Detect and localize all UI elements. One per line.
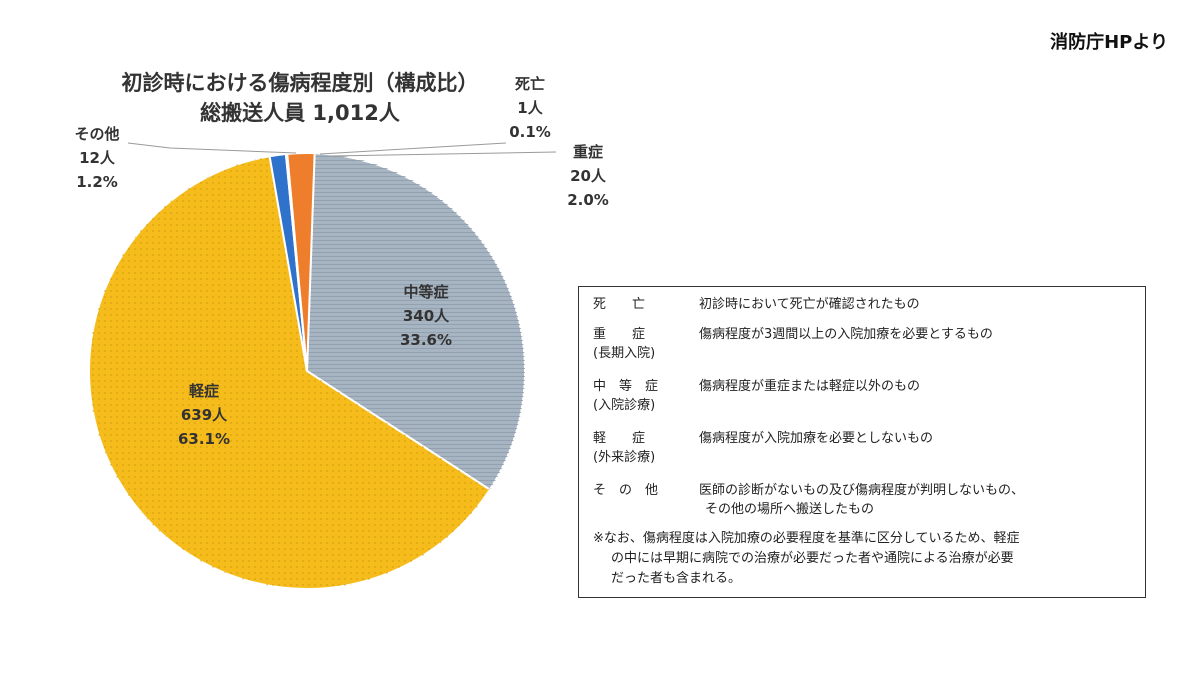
definition-term: 中 等 症 bbox=[593, 379, 659, 394]
definition-subterm: (入院診療) bbox=[593, 398, 656, 413]
slice-label-chutosho: 中等症 340人 33.6% bbox=[386, 280, 466, 352]
definition-text: 医師の診断がないもの及び傷病程度が判明しないもの、 その他の場所へ搬送したもの bbox=[699, 479, 1024, 517]
definition-subterm: (外来診療) bbox=[593, 450, 656, 465]
definition-text: 初診時において死亡が確認されたもの bbox=[699, 297, 920, 312]
leader-line-jusho bbox=[329, 151, 557, 157]
definition-term: そ の 他 bbox=[593, 483, 659, 498]
slice-count: 12人 bbox=[79, 149, 115, 167]
definition-text-line1: 医師の診断がないもの及び傷病程度が判明しないもの、 bbox=[699, 483, 1025, 498]
chart-title: 初診時における傷病程度別（構成比） 総搬送人員 1,012人 bbox=[100, 68, 500, 128]
slice-name: 死亡 bbox=[514, 75, 545, 93]
note-line2: の中には早期に病院での治療が必要だった者や通院による治療が必要 bbox=[611, 551, 1014, 566]
slice-name: 重症 bbox=[572, 143, 603, 161]
definition-text: 傷病程度が重症または軽症以外のもの bbox=[699, 379, 921, 394]
slice-name: 中等症 bbox=[403, 283, 449, 301]
slice-count: 1人 bbox=[517, 99, 543, 117]
slice-percent: 1.2% bbox=[76, 173, 118, 191]
pie-slices bbox=[88, 152, 526, 590]
slice-name: 軽症 bbox=[188, 382, 219, 400]
definition-row-shibo: 死 亡 初診時において死亡が確認されたもの bbox=[593, 293, 1135, 323]
definition-row-sonota: そ の 他 医師の診断がないもの及び傷病程度が判明しないもの、 その他の場所へ搬… bbox=[593, 479, 1135, 525]
slice-label-jusho: 重症 20人 2.0% bbox=[558, 140, 618, 212]
slice-label-keisho: 軽症 639人 63.1% bbox=[164, 379, 244, 451]
chart-title-line2: 総搬送人員 1,012人 bbox=[200, 101, 400, 125]
definition-term: 死 亡 bbox=[593, 297, 646, 312]
leader-line-sonota bbox=[127, 142, 297, 154]
note-line1: ※なお、傷病程度は入院加療の必要程度を基準に区分しているため、軽症 bbox=[593, 531, 1020, 546]
note-text: ※なお、傷病程度は入院加療の必要程度を基準に区分しているため、軽症 の中には早期… bbox=[593, 529, 1135, 589]
definition-term: 重 症 bbox=[593, 327, 646, 342]
definition-row-jusho: 重 症 傷病程度が3週間以上の入院加療を必要とするもの (長期入院) bbox=[593, 323, 1135, 375]
definitions-box: 死 亡 初診時において死亡が確認されたもの 重 症 傷病程度が3週間以上の入院加… bbox=[578, 286, 1146, 598]
slice-count: 20人 bbox=[570, 167, 606, 185]
slice-label-sonota: その他 12人 1.2% bbox=[62, 122, 132, 194]
slice-keisho-texture bbox=[88, 156, 490, 589]
definition-row-chutosho: 中 等 症 傷病程度が重症または軽症以外のもの (入院診療) bbox=[593, 375, 1135, 427]
slice-percent: 33.6% bbox=[399, 331, 453, 349]
slice-percent: 0.1% bbox=[509, 123, 551, 141]
source-label: 消防庁HPより bbox=[1050, 32, 1168, 53]
leader-lines bbox=[127, 142, 557, 157]
note-line3: だった者も含まれる。 bbox=[611, 571, 742, 586]
slice-percent: 2.0% bbox=[567, 191, 609, 209]
slice-name: その他 bbox=[74, 125, 120, 143]
definition-text: 傷病程度が3週間以上の入院加療を必要とするもの bbox=[699, 327, 993, 342]
slice-label-shibo: 死亡 1人 0.1% bbox=[500, 72, 560, 144]
definition-text-line2: その他の場所へ搬送したもの bbox=[705, 502, 875, 517]
definition-row-keisho: 軽 症 傷病程度が入院加療を必要としないもの (外来診療) bbox=[593, 427, 1135, 479]
slice-count: 340人 bbox=[402, 307, 450, 325]
definition-text: 傷病程度が入院加療を必要としないもの bbox=[699, 431, 934, 446]
slice-count: 639人 bbox=[180, 406, 228, 424]
leader-line-shibo bbox=[319, 142, 507, 155]
chart-title-line1: 初診時における傷病程度別（構成比） bbox=[121, 71, 479, 95]
slice-percent: 63.1% bbox=[177, 430, 231, 448]
definition-term: 軽 症 bbox=[593, 431, 646, 446]
definition-subterm: (長期入院) bbox=[593, 346, 656, 361]
slice-jusho bbox=[286, 152, 316, 372]
